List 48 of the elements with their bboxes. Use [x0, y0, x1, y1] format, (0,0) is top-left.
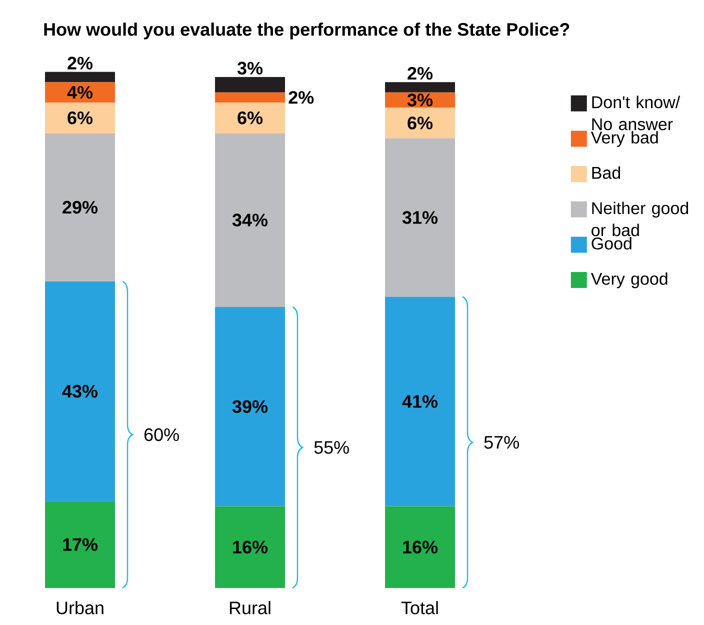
bar: [45, 133, 116, 282]
bar: [215, 76, 286, 92]
data-label: 29%: [62, 200, 98, 214]
data-label: 43%: [62, 384, 98, 398]
bar: [215, 102, 286, 134]
bar: [45, 281, 116, 502]
chart-title: How would you evaluate the performance of the State Police?: [44, 22, 570, 40]
bar: [215, 306, 286, 506]
legend-label: Very good: [590, 272, 668, 288]
legend-label: Bad: [592, 166, 620, 179]
bar: [45, 102, 116, 134]
data-label: 41%: [402, 395, 438, 408]
bar: [385, 296, 456, 506]
legend-label: Neither good or bad: [592, 202, 688, 236]
data-label: 3%: [237, 62, 263, 75]
x-tick-label: Urban: [56, 601, 104, 614]
data-label: 6%: [238, 111, 263, 124]
data-label: 3%: [407, 94, 433, 106]
bar: [385, 82, 456, 92]
bar: [215, 92, 286, 103]
data-label: 16%: [403, 540, 438, 554]
bar: [215, 506, 286, 588]
bar: [385, 506, 456, 588]
data-label: 6%: [408, 116, 433, 130]
bar: [215, 133, 286, 307]
annotation: 60%: [144, 428, 179, 442]
legend-label: Very bad: [590, 131, 658, 147]
data-label: 17%: [63, 538, 98, 551]
bar: [45, 82, 116, 103]
data-label: 2%: [408, 66, 433, 80]
data-label: 6%: [68, 111, 93, 124]
data-label: 34%: [232, 214, 268, 226]
legend-label: Don't know/ No answer: [592, 96, 680, 130]
bar: [45, 72, 116, 82]
legend-label: Good: [592, 237, 632, 250]
data-label: 16%: [233, 540, 268, 554]
data-label: 31%: [402, 211, 438, 224]
x-tick-label: Rural: [230, 601, 270, 614]
data-label: 2%: [288, 91, 314, 104]
annotation: 57%: [484, 436, 519, 449]
data-label: 4%: [67, 86, 93, 99]
x-tick-label: Total: [401, 601, 438, 614]
bar: [45, 501, 116, 588]
data-label: 39%: [232, 400, 268, 413]
data-label: 2%: [68, 56, 93, 70]
bar: [385, 138, 456, 297]
bar: [385, 108, 456, 138]
annotation: 55%: [314, 441, 349, 454]
